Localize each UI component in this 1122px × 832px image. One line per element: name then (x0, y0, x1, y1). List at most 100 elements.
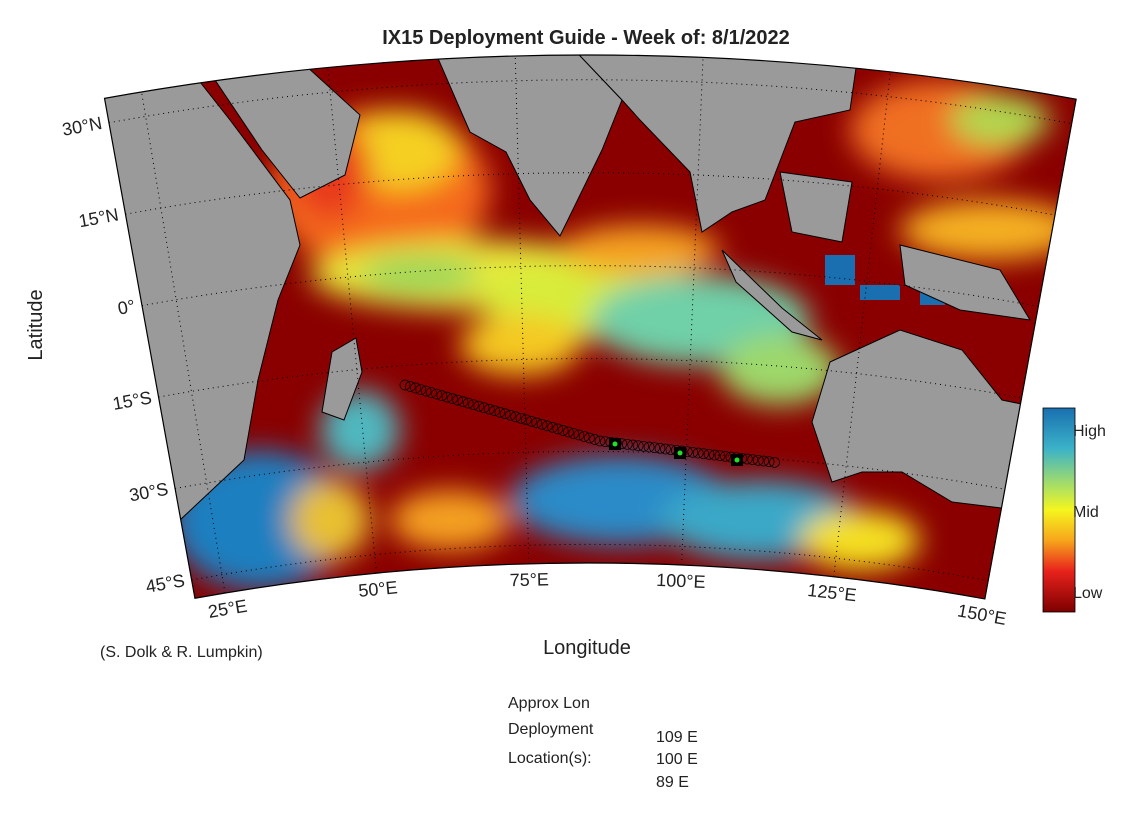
deployment-marker-dot (677, 450, 683, 456)
borneo (779, 171, 853, 243)
lat-tick-label: 30°S (128, 479, 170, 506)
track-point (632, 440, 644, 452)
tick-labels: 25°E 50°E 75°E 100°E 125°E 150°E 30°N 15°N 0° 15°… (61, 113, 1009, 629)
track-point (578, 431, 590, 442)
track-point (687, 446, 699, 458)
se-asia (563, 54, 861, 233)
track-point (462, 397, 474, 409)
track-point (510, 411, 522, 423)
colorbar (1042, 407, 1076, 613)
deployment-heading: Location(s): (508, 750, 592, 767)
deployment-location: 109 E (656, 729, 698, 746)
map-frame (103, 54, 1077, 600)
track-point (692, 447, 704, 459)
deployment-heading: Approx Lon (508, 695, 590, 712)
track-point (441, 391, 453, 403)
track-point (520, 414, 532, 426)
track-point (468, 399, 479, 411)
track-point (457, 396, 469, 407)
track-point (505, 409, 516, 421)
track-point (709, 449, 720, 461)
track-point (489, 405, 500, 417)
track-point (552, 423, 564, 435)
track-point (515, 412, 527, 424)
track-point (404, 381, 416, 392)
track-point (563, 426, 574, 438)
y-axis-label: Latitude (25, 289, 47, 360)
colorbar-label: Low (1073, 585, 1103, 602)
track-point (415, 384, 427, 395)
track-point (589, 434, 601, 445)
deployment-marker-dot (612, 441, 618, 447)
lat-tick-label: 15°N (77, 204, 120, 231)
lon-tick-label: 125°E (806, 580, 857, 605)
track-point (594, 435, 606, 447)
lat-tick-label: 0° (116, 296, 137, 319)
lon-tick-label: 50°E (357, 577, 398, 601)
track-point (654, 442, 666, 454)
track-point (447, 393, 458, 404)
track-point (649, 442, 660, 454)
colorbar-label: Mid (1073, 504, 1099, 521)
lon-tick-label: 75°E (509, 569, 549, 590)
track-point (703, 448, 715, 460)
ship-track (399, 379, 780, 468)
track-point (426, 387, 437, 398)
track-point (747, 454, 759, 466)
track-point (660, 443, 671, 455)
track-point (494, 406, 506, 418)
lon-tick-label: 150°E (956, 600, 1008, 629)
track-point (568, 428, 579, 439)
title: IX15 Deployment Guide - Week of: 8/1/202… (382, 27, 790, 49)
track-point (499, 408, 511, 420)
track-point (763, 456, 775, 468)
track-point (536, 419, 548, 430)
track-point (541, 420, 553, 432)
lon-tick-label: 25°E (207, 596, 249, 622)
track-point (473, 400, 485, 412)
graticule (108, 55, 1077, 599)
track-point (638, 440, 649, 452)
lon-tick-label: 100°E (656, 570, 706, 592)
new-guinea (899, 244, 1031, 321)
deployment-location: 100 E (656, 751, 698, 768)
track-point (531, 417, 543, 429)
track-point (478, 402, 490, 414)
track-point (643, 441, 655, 453)
track-point (752, 454, 764, 466)
track-point (557, 425, 569, 436)
track-point (714, 450, 726, 462)
track-point (399, 379, 411, 391)
x-axis-label: Longitude (543, 637, 631, 659)
track-point (621, 438, 633, 450)
deployment-location: 89 E (656, 774, 689, 791)
credit: (S. Dolk & R. Lumpkin) (100, 644, 263, 661)
track-point (758, 455, 769, 467)
parallel (141, 265, 1039, 307)
sumatra (721, 249, 823, 341)
track-point (769, 456, 780, 468)
deployment-marker-dot (734, 457, 740, 463)
track-point (452, 394, 464, 406)
parallel (191, 543, 989, 582)
track-point (526, 415, 537, 427)
track-point (420, 385, 432, 397)
track-point (720, 450, 731, 462)
madagascar (321, 337, 363, 421)
track-point (436, 390, 448, 401)
track-point (547, 422, 558, 433)
lat-tick-label: 30°N (61, 113, 104, 140)
track-point (483, 403, 495, 415)
lat-tick-label: 15°S (111, 387, 153, 414)
lat-tick-label: 45°S (144, 570, 186, 597)
track-point (698, 448, 709, 460)
colorbar-label: High (1073, 423, 1106, 440)
track-point (627, 439, 639, 451)
track-point (573, 429, 585, 441)
deployment-heading: Deployment (508, 721, 594, 738)
track-point (584, 432, 595, 444)
track-point (431, 388, 442, 400)
